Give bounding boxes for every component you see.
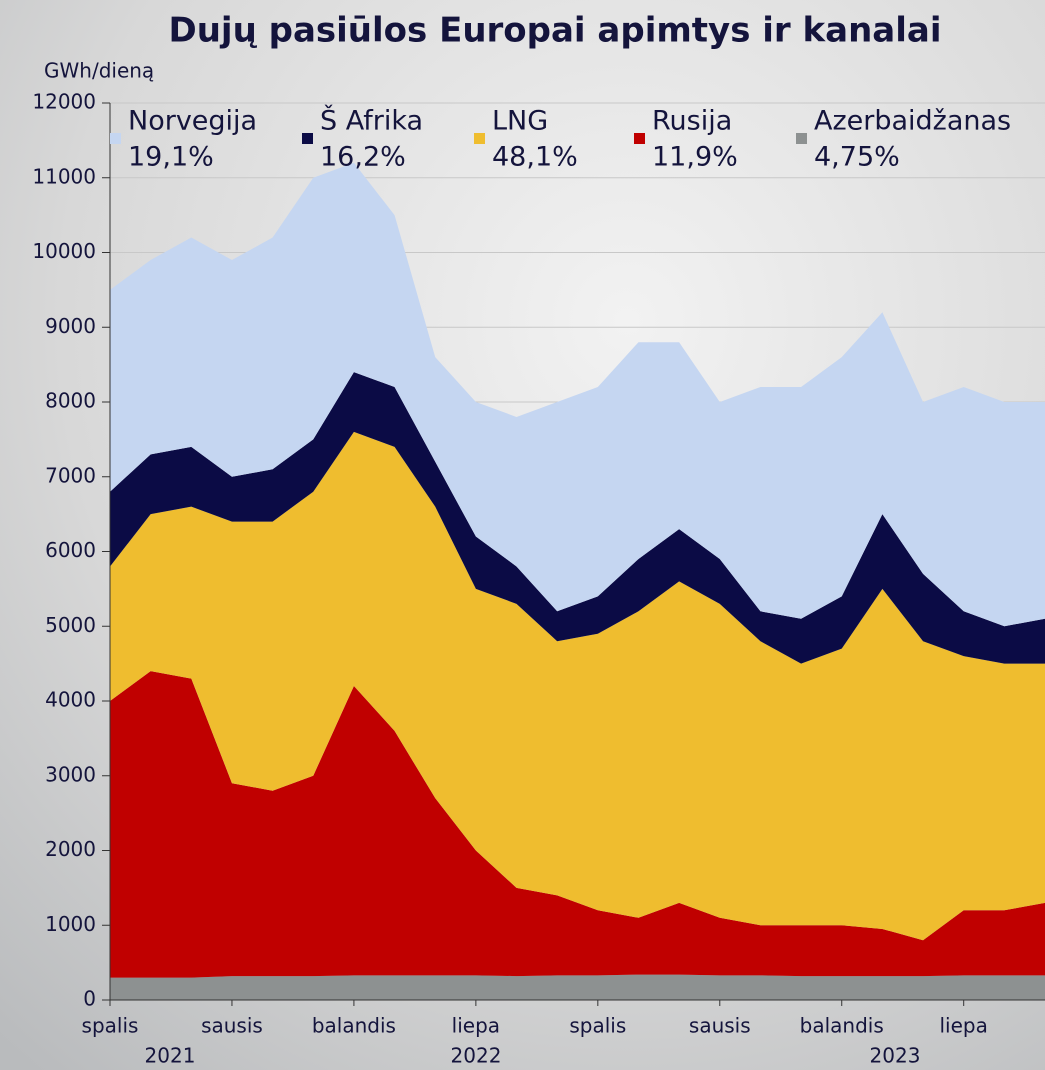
x-tick-label: balandis xyxy=(312,1014,396,1038)
legend-label: LNG xyxy=(492,106,548,137)
x-year-label: 2022 xyxy=(451,1044,502,1068)
legend-share: 11,9% xyxy=(652,142,738,173)
y-tick-label: 0 xyxy=(83,987,96,1011)
legend-label: Š Afrika xyxy=(320,105,423,137)
y-tick-label: 7000 xyxy=(45,463,96,487)
x-year-label: 2021 xyxy=(145,1044,196,1068)
legend-label: Norvegija xyxy=(128,106,257,137)
chart-title: Dujų pasiūlos Europai apimtys ir kanalai xyxy=(169,11,942,51)
y-tick-label: 10000 xyxy=(32,239,96,263)
legend-share: 4,75% xyxy=(814,142,900,173)
legend-share: 16,2% xyxy=(320,142,406,173)
y-tick-label: 6000 xyxy=(45,538,96,562)
y-tick-label: 3000 xyxy=(45,762,96,786)
legend-share: 48,1% xyxy=(492,142,578,173)
legend-marker xyxy=(634,133,645,144)
x-tick-label: spalis xyxy=(82,1014,139,1038)
area xyxy=(110,975,1045,1000)
legend-marker xyxy=(796,133,807,144)
y-tick-label: 12000 xyxy=(32,90,96,114)
legend-label: Rusija xyxy=(652,106,732,137)
legend-marker xyxy=(110,133,121,144)
y-tick-label: 2000 xyxy=(45,837,96,861)
x-year-label: 2023 xyxy=(870,1044,921,1068)
y-tick-label: 5000 xyxy=(45,613,96,637)
x-tick-label: spalis xyxy=(569,1014,626,1038)
x-tick-label: liepa xyxy=(452,1014,500,1038)
legend-marker xyxy=(302,133,313,144)
y-tick-label: 4000 xyxy=(45,688,96,712)
x-tick-label: sausis xyxy=(201,1014,263,1038)
y-tick-label: 9000 xyxy=(45,314,96,338)
x-tick-label: balandis xyxy=(800,1014,884,1038)
legend-label: Azerbaidžanas xyxy=(814,106,1011,137)
chart: Dujų pasiūlos Europai apimtys ir kanalai… xyxy=(0,0,1045,1070)
x-tick-label: liepa xyxy=(940,1014,988,1038)
y-tick-label: 8000 xyxy=(45,389,96,413)
legend-share: 19,1% xyxy=(128,142,214,173)
y-axis-label: GWh/dieną xyxy=(44,59,154,83)
x-tick-label: sausis xyxy=(689,1014,751,1038)
y-tick-label: 11000 xyxy=(32,164,96,188)
y-tick-label: 1000 xyxy=(45,912,96,936)
legend-marker xyxy=(474,133,485,144)
